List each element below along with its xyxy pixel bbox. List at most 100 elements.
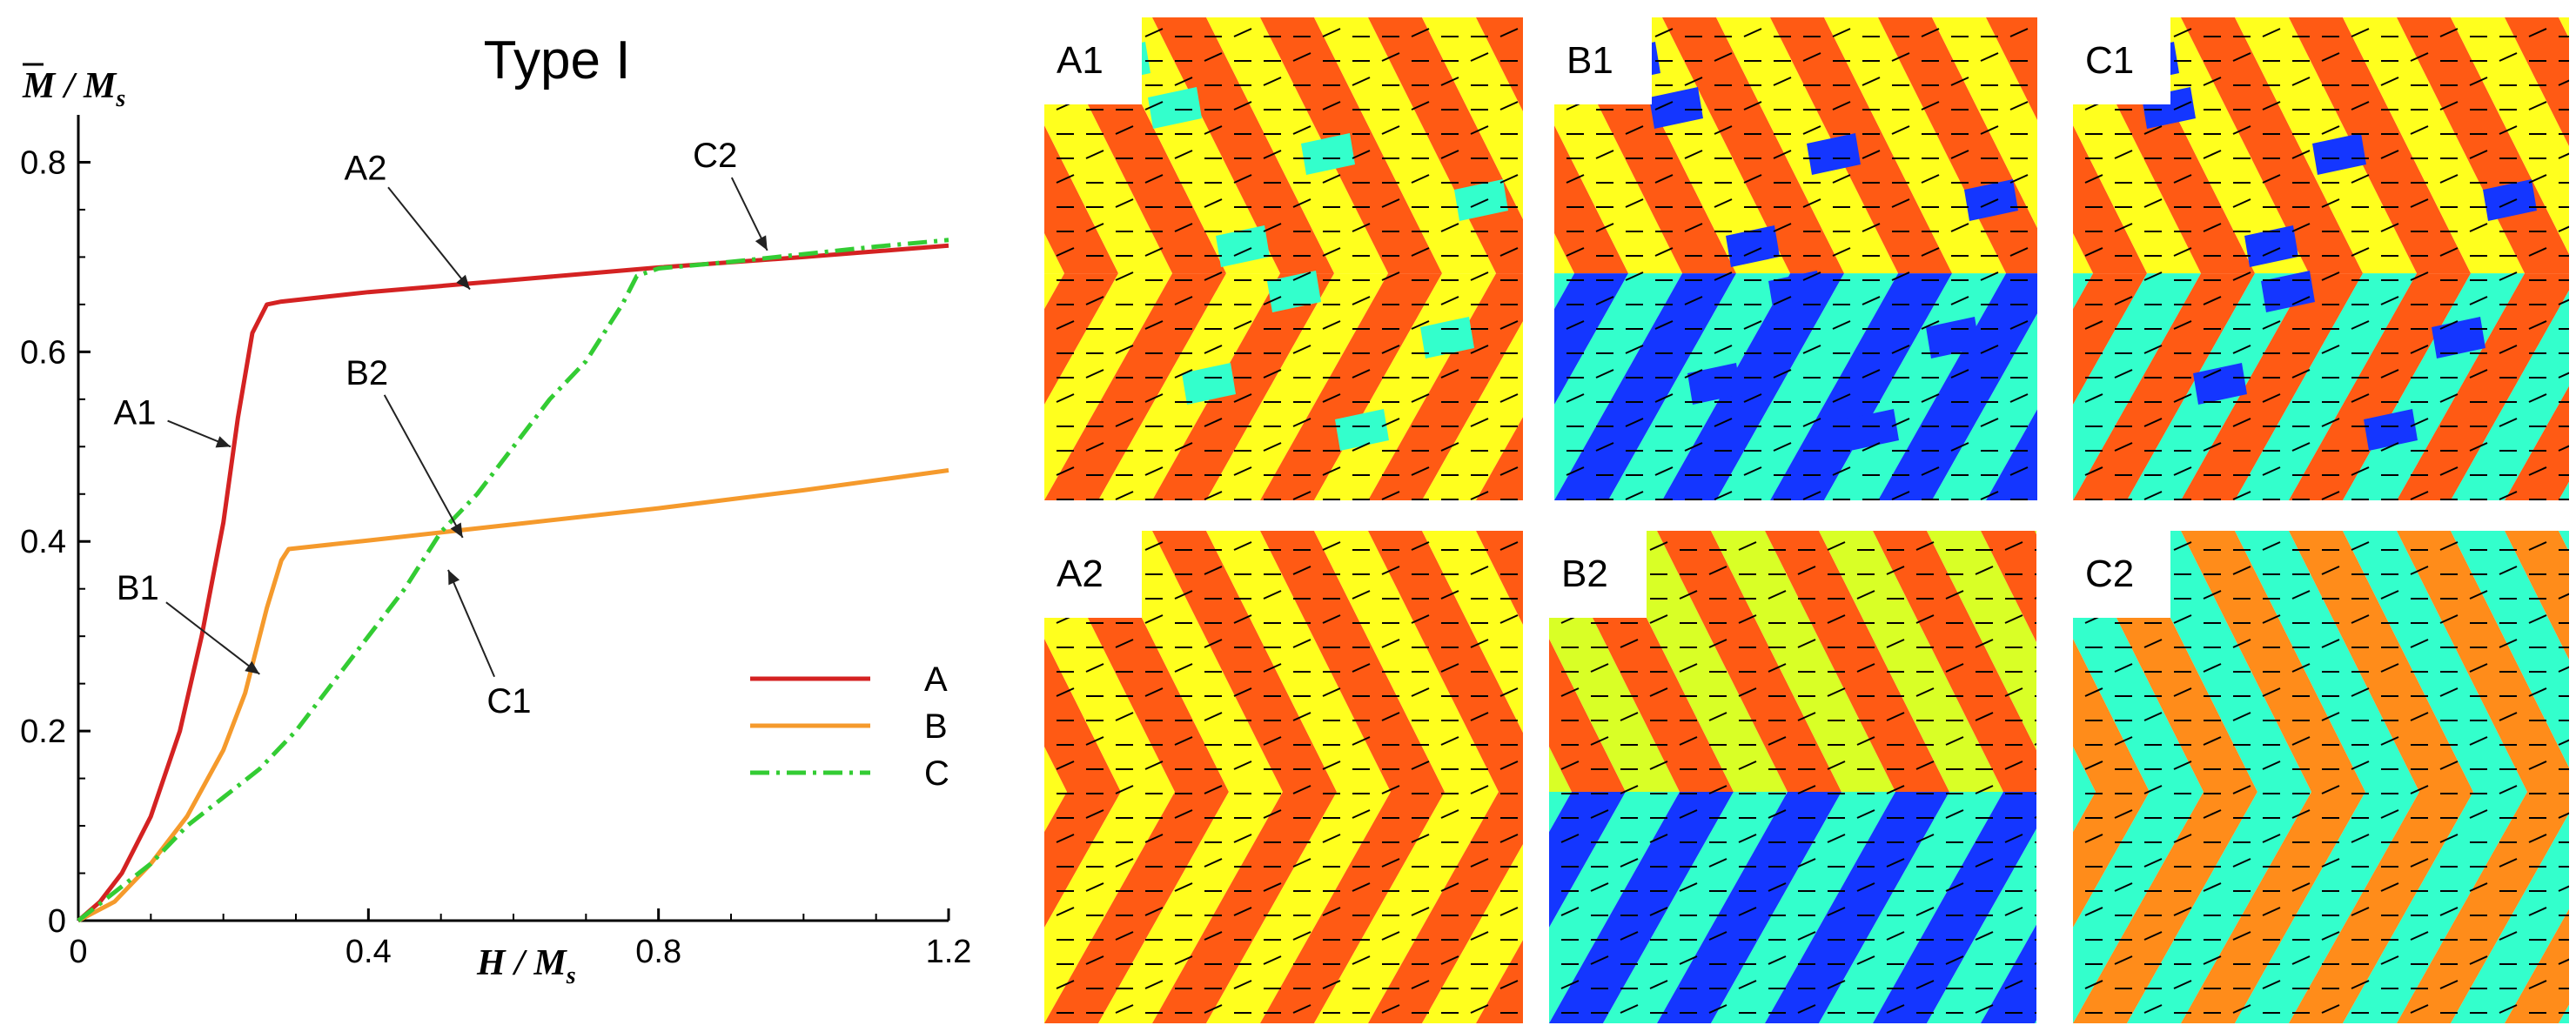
domain-stripe-bottom — [2397, 273, 2569, 500]
spin-arrow — [1499, 980, 1519, 989]
spin-arrow — [2528, 761, 2547, 770]
spin-arrow — [1950, 150, 1969, 159]
spin-arrow — [2558, 372, 2569, 379]
spin-arrow — [1714, 198, 1733, 208]
spin-arrow — [1945, 882, 1964, 892]
spin-arrow — [2380, 736, 2399, 746]
spin-arrow — [1115, 491, 1134, 500]
spin-arrow — [2262, 687, 2281, 697]
spin-arrow — [2203, 663, 2222, 673]
spin-arrow — [1590, 809, 1609, 819]
domain-stripe-bottom — [2505, 908, 2569, 1023]
spin-arrow — [1802, 52, 1821, 62]
spin-arrow — [1292, 345, 1311, 354]
spin-arrow — [1411, 907, 1430, 916]
domain-stripe-top — [1476, 531, 1523, 626]
spin-arrow — [1679, 882, 1698, 892]
spin-arrow — [1768, 736, 1787, 746]
spin-arrow — [1470, 639, 1489, 648]
spin-arrow — [1921, 466, 1940, 476]
domain-stripe-top — [1770, 17, 1953, 274]
spin-arrow — [2114, 955, 2133, 965]
spin-arrow — [2173, 687, 2192, 697]
spin-arrow — [1292, 785, 1311, 794]
domain-stripe-top — [2559, 531, 2569, 553]
spin-arrow — [1802, 418, 1821, 427]
spin-arrow — [1352, 77, 1371, 86]
spin-arrow — [1620, 639, 1639, 648]
spin-arrow — [2410, 491, 2429, 500]
spin-arrow — [2321, 785, 2340, 794]
spin-arrow — [2321, 931, 2340, 941]
spin-arrow — [1381, 639, 1400, 648]
domain-stripe-top — [1422, 531, 1523, 734]
spin-arrow — [1292, 1004, 1311, 1014]
y-axis-label-text: M / M — [22, 66, 117, 106]
spin-arrow — [1263, 955, 1282, 965]
domain-stripe-bottom — [1554, 273, 1737, 500]
spin-arrow — [1708, 1004, 1727, 1014]
domain-stripe-bottom — [2397, 791, 2569, 1023]
spin-arrow — [1560, 907, 1580, 916]
spin-arrow — [1352, 663, 1371, 673]
spin-arrow — [1856, 663, 1875, 673]
x-tick-label: 0.8 — [635, 934, 681, 970]
spin-arrow — [2114, 223, 2133, 232]
domain-stripe-top — [1662, 17, 1845, 274]
domain-stripe-top — [1206, 17, 1389, 274]
spin-arrow — [1115, 858, 1134, 868]
spin-arrow — [1292, 125, 1311, 135]
spin-arrow — [1590, 663, 1609, 673]
domain-stripe-top — [1098, 531, 1283, 792]
domain-defect — [1216, 225, 1270, 267]
spin-arrow — [2262, 761, 2281, 770]
domain-stripe-bottom — [1986, 409, 2037, 500]
spin-arrow — [2291, 955, 2311, 965]
spin-arrow — [1797, 639, 1816, 648]
spin-arrow — [2232, 271, 2251, 281]
spin-arrow — [2499, 785, 2518, 794]
spin-arrow — [1056, 247, 1075, 257]
spin-arrow — [1381, 566, 1400, 575]
spin-arrow — [2143, 1004, 2163, 1014]
domain-stripe-top — [1657, 531, 1841, 792]
spin-arrow — [1411, 247, 1430, 257]
spin-arrow — [1921, 174, 1940, 184]
domain-stripe-bottom — [1044, 273, 1227, 500]
spin-arrow — [2558, 298, 2569, 305]
spin-arrow — [1204, 858, 1223, 868]
spin-arrow — [1595, 150, 1614, 159]
spin-arrow — [1679, 955, 1698, 965]
spin-arrow — [2009, 174, 2029, 184]
spin-arrow — [1856, 590, 1875, 600]
spin-arrow — [2528, 320, 2547, 330]
spin-arrow — [2173, 101, 2192, 111]
domain-stripe-top — [2181, 531, 2365, 792]
chart-legend: ABC — [750, 660, 949, 793]
spin-arrow — [2173, 614, 2192, 624]
spin-arrow — [1743, 320, 1762, 330]
domain-defect — [1301, 133, 1355, 175]
spin-arrow — [2084, 174, 2103, 184]
spin-arrow — [2410, 785, 2429, 794]
spin-arrow — [2084, 247, 2103, 257]
spin-arrow — [1322, 101, 1341, 111]
spin-arrow — [1945, 955, 1964, 965]
spin-arrow — [1832, 101, 1851, 111]
spin-arrow — [1263, 590, 1282, 600]
domain-defect — [1148, 87, 1202, 129]
spin-arrow — [1738, 980, 1757, 989]
spin-arrow — [2143, 125, 2163, 135]
spin-arrow — [2004, 980, 2023, 989]
spin-arrow — [1233, 466, 1252, 476]
spin-arrow — [2351, 541, 2370, 551]
domain-panel-c1: C1 — [2073, 17, 2569, 500]
spin-arrow — [1411, 28, 1430, 37]
spin-arrow — [2528, 28, 2547, 37]
spin-arrow — [2439, 393, 2459, 403]
spin-arrow — [1115, 712, 1134, 721]
annotation-label: C1 — [486, 682, 531, 720]
spin-arrow — [1322, 980, 1341, 989]
spin-arrow — [1470, 418, 1489, 427]
spin-arrow — [2351, 28, 2370, 37]
